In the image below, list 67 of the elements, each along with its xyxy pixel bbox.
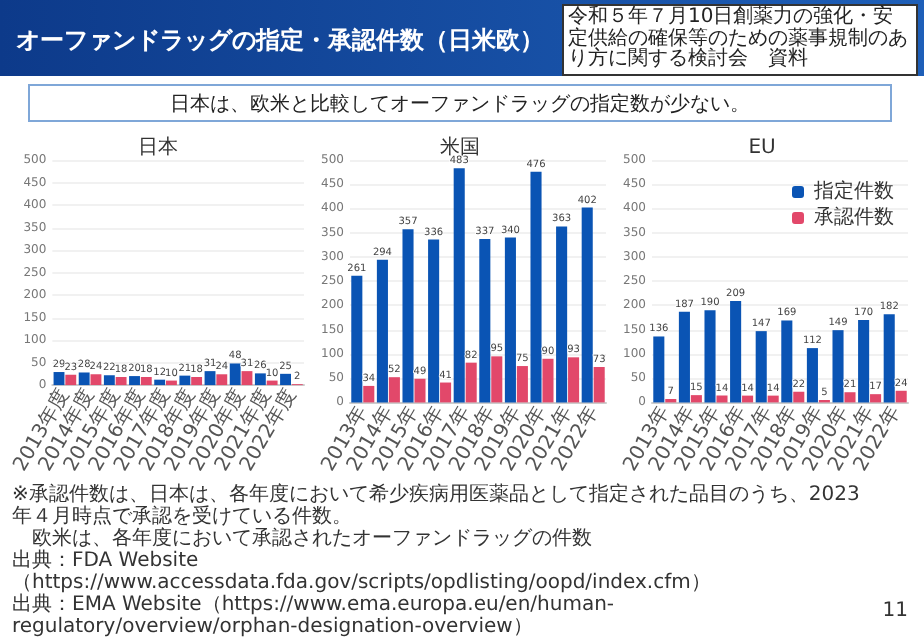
bar	[491, 356, 503, 403]
bar	[453, 168, 465, 403]
text: 令和５年７月10日創薬力の強化・安定供給の確保等のための薬事規制のあり方に関する検討会 資料	[562, 4, 918, 75]
bar	[90, 374, 102, 386]
bar	[363, 385, 375, 403]
bar	[376, 259, 388, 403]
bar	[241, 371, 253, 386]
bar	[581, 207, 593, 403]
bar	[806, 348, 818, 403]
bar	[530, 171, 542, 403]
bar	[351, 275, 363, 403]
chart-title: 日本	[138, 135, 178, 159]
bar	[179, 375, 191, 386]
bar	[844, 392, 856, 403]
bar	[504, 237, 516, 403]
bar	[793, 391, 805, 403]
bar	[154, 379, 166, 386]
bar	[216, 374, 228, 386]
bar	[440, 382, 452, 403]
bar	[129, 376, 140, 386]
bar	[465, 362, 477, 403]
source-note: 出典：EMA Website（https://www.ema.europa.eu/en/human-regulatory/overview/orphan-designation-overview）	[12, 594, 617, 638]
bar	[653, 336, 665, 403]
bar	[254, 373, 266, 386]
chart-title: EU	[748, 137, 776, 159]
legend-label: 指定件数	[812, 179, 894, 203]
bar	[556, 226, 568, 403]
bar	[414, 378, 426, 403]
bar	[870, 394, 882, 403]
text: 欧米は、各年度において承認されたオーファンドラッグの件数	[32, 528, 594, 550]
bar	[53, 372, 65, 386]
bar	[895, 390, 907, 403]
text: オーファンドラッグの指定・承認件数（日米欧）	[16, 24, 544, 58]
bar	[832, 330, 844, 403]
bar	[730, 301, 742, 403]
bar	[716, 395, 728, 403]
legend-label: 承認件数	[814, 205, 894, 229]
bar	[678, 311, 690, 403]
bar	[103, 375, 115, 386]
bar	[115, 376, 127, 386]
bar	[280, 373, 291, 386]
bar	[191, 376, 203, 386]
bar	[542, 358, 554, 403]
bar	[704, 310, 716, 403]
bar	[858, 319, 870, 403]
bar	[428, 239, 440, 403]
bar	[479, 239, 491, 403]
text: ※承認件数は、日本は、各年度において希少疾病用医薬品として指定された品目のうち、2023年４月時点で承認を受けている件数。	[12, 484, 862, 528]
bar	[755, 331, 767, 403]
bar	[388, 377, 400, 403]
bar	[690, 395, 702, 403]
bar	[204, 371, 216, 386]
text: 11	[882, 600, 908, 622]
bar	[266, 380, 278, 386]
bar	[140, 376, 152, 386]
bar	[229, 363, 241, 386]
bar	[781, 320, 793, 403]
bar	[883, 314, 895, 403]
bar	[516, 366, 528, 403]
bar	[166, 380, 177, 386]
source-note: 出典：FDA Website（https://www.accessdata.fda.gov/scripts/opdlisting/oopd/index.cfm）	[12, 550, 713, 594]
text: 日本は、欧米と比較してオーファンドラッグの指定数が少ない。	[28, 84, 892, 122]
bar	[402, 229, 414, 403]
bar	[78, 372, 90, 386]
bar	[568, 357, 580, 403]
bar	[593, 367, 605, 403]
bar	[65, 374, 77, 386]
